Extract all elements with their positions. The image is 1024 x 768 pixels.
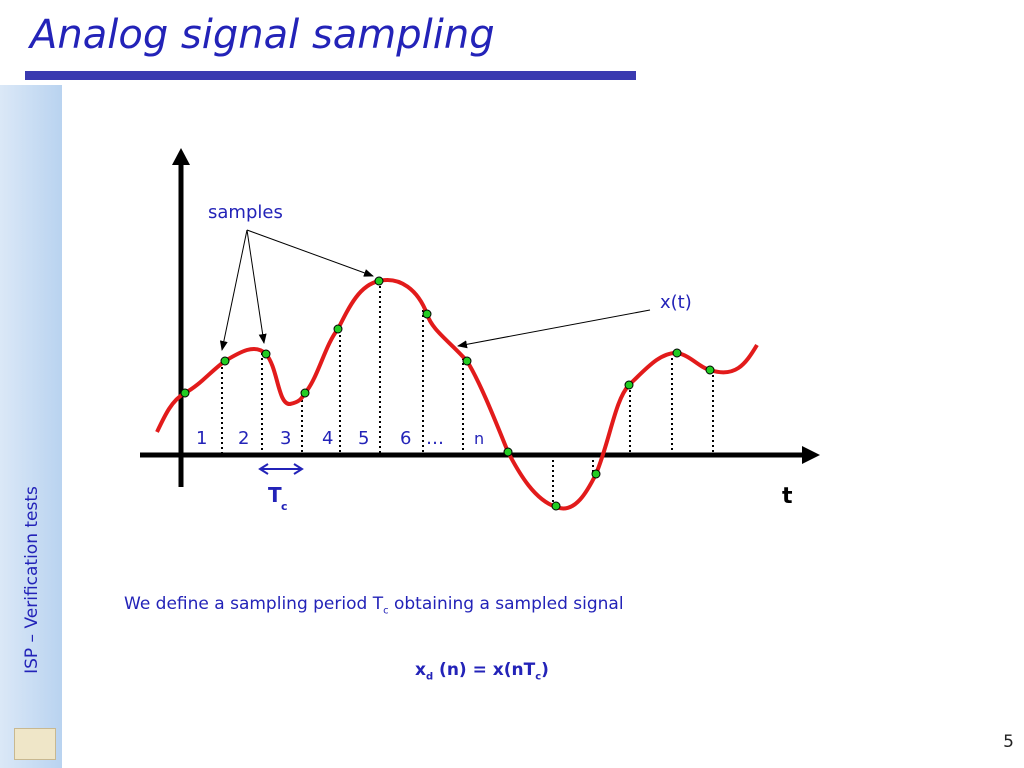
period-subscript: c — [281, 500, 288, 513]
subscript: c — [535, 671, 542, 683]
index-label: 3 — [280, 428, 291, 449]
index-label: 1 — [196, 428, 207, 449]
sample-lines — [221, 281, 714, 505]
index-label: 4 — [322, 428, 333, 449]
text: ) — [541, 660, 549, 680]
index-label: n — [474, 429, 484, 448]
samples-label: samples — [208, 202, 283, 223]
page-number: 5 — [1003, 732, 1014, 752]
formula: xd (n) = x(nTc) — [415, 660, 549, 682]
text: We define a sampling period T — [124, 594, 384, 614]
index-label: 6 — [400, 428, 411, 449]
title-bar — [25, 71, 636, 80]
index-label: 2 — [238, 428, 249, 449]
text: obtaining a sampled signal — [388, 594, 624, 614]
text: x — [415, 660, 426, 680]
y-arrow — [172, 148, 190, 165]
slide-title: Analog signal sampling — [30, 12, 495, 58]
definition-text: We define a sampling period Tc obtaining… — [124, 594, 624, 616]
pointer-arrows — [219, 229, 651, 351]
text: (n) = x(nT — [433, 660, 536, 680]
time-label: t — [782, 484, 793, 509]
signal-curve — [155, 278, 759, 511]
sample-points — [180, 276, 715, 511]
index-label: 5 — [358, 428, 369, 449]
period-arrow-heads — [258, 463, 304, 475]
subscript: c — [383, 605, 389, 617]
sidebar — [0, 85, 62, 768]
index-labels: 1 2 3 4 5 6 … n — [196, 428, 484, 449]
period-label: T — [268, 483, 282, 507]
signal-label: x(t) — [660, 292, 692, 313]
subscript: d — [425, 671, 434, 683]
x-arrow — [802, 446, 820, 464]
logo — [14, 728, 56, 760]
index-label: … — [426, 428, 444, 449]
